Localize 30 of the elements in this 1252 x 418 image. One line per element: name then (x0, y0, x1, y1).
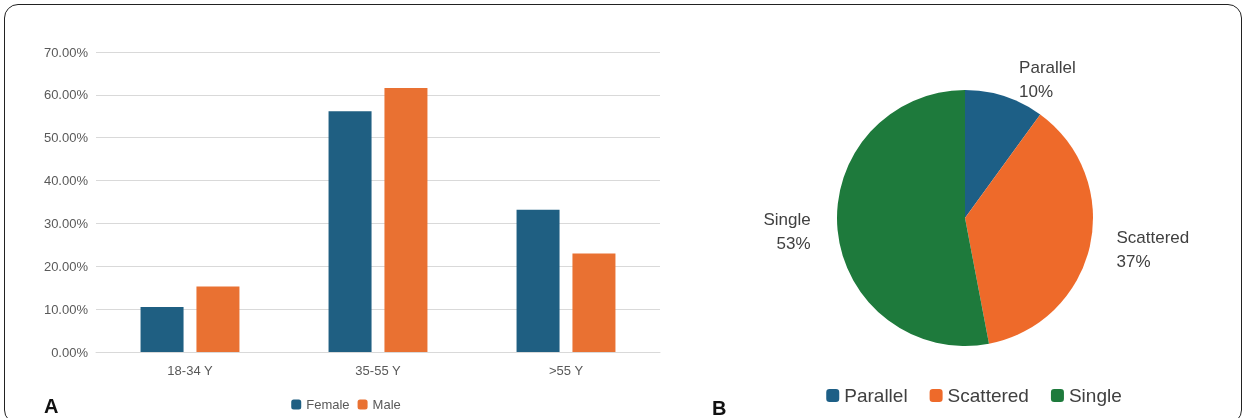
y-tick-label: 10.00% (43, 301, 89, 317)
bar (572, 253, 616, 352)
bar (196, 286, 240, 352)
slice-label: Parallel (1019, 57, 1076, 77)
x-tick-label: 35-55 Y (355, 363, 401, 378)
bar (328, 111, 372, 352)
x-tick-label: >55 Y (548, 363, 584, 378)
bar (140, 307, 184, 352)
bar (384, 88, 428, 352)
legend-label: Parallel (844, 385, 908, 406)
bar (516, 209, 560, 352)
data-label: 10% (1019, 81, 1054, 101)
slice-label: Single (763, 210, 811, 230)
x-tick-label: 18-34 Y (167, 363, 213, 378)
text: A (44, 395, 59, 417)
y-tick-label: 30.00% (43, 215, 89, 231)
y-tick-label: 60.00% (43, 87, 89, 103)
y-tick-label: 40.00% (43, 173, 89, 189)
legend-label: Female (306, 397, 350, 412)
text: B (712, 397, 727, 418)
data-label: 37% (1116, 252, 1151, 272)
y-tick-label: 20.00% (43, 258, 89, 274)
slice-label: Scattered (1116, 228, 1190, 248)
y-tick-label: 70.00% (43, 44, 89, 60)
legend-label: Single (1068, 385, 1122, 406)
legend-label: Male (372, 397, 401, 412)
y-tick-label: 0.00% (51, 344, 89, 360)
data-label: 53% (776, 234, 811, 254)
legend-label: Scattered (947, 385, 1029, 406)
y-tick-label: 50.00% (43, 130, 89, 146)
